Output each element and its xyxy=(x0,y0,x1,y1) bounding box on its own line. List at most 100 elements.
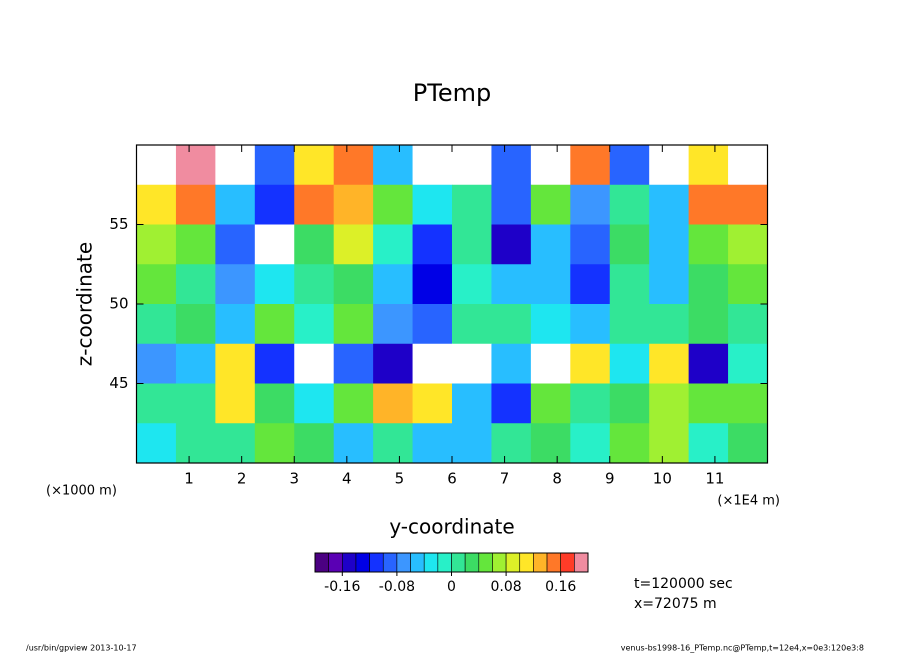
colorbar-box xyxy=(328,552,343,573)
cell xyxy=(530,224,571,265)
cell xyxy=(373,383,414,424)
colorbar-box xyxy=(369,552,384,573)
cell xyxy=(491,264,532,305)
cell xyxy=(491,423,532,464)
cell xyxy=(294,145,335,186)
annotation: t=120000 sec xyxy=(634,576,733,592)
cell xyxy=(175,224,216,265)
y-tick-label: 55 xyxy=(109,215,128,233)
cell xyxy=(215,145,256,186)
cell xyxy=(728,304,768,345)
x-tick-label: 8 xyxy=(552,470,562,488)
cell xyxy=(530,343,571,384)
cell xyxy=(728,423,768,464)
cell xyxy=(570,423,611,464)
cell xyxy=(570,383,611,424)
x-tick-label: 4 xyxy=(342,470,352,488)
colorbar-tick-label: 0 xyxy=(447,579,456,595)
chart-title: PTemp xyxy=(413,79,491,107)
cell xyxy=(452,184,492,225)
cell xyxy=(530,145,571,186)
cell xyxy=(570,224,611,265)
cell xyxy=(333,264,374,305)
colorbar-box xyxy=(314,552,329,573)
colorbar-box xyxy=(574,552,589,573)
cell xyxy=(333,145,374,186)
cell xyxy=(373,304,414,345)
cell xyxy=(254,383,295,424)
cell xyxy=(491,383,532,424)
colorbar-box xyxy=(464,552,480,573)
field xyxy=(136,145,768,464)
cell xyxy=(609,343,650,384)
cell xyxy=(688,343,729,384)
colorbar-box xyxy=(533,552,548,573)
cell xyxy=(728,264,768,305)
cell xyxy=(412,383,453,424)
cell xyxy=(530,423,571,464)
cell xyxy=(412,224,453,265)
cell xyxy=(254,184,295,225)
cell xyxy=(530,383,571,424)
cell xyxy=(452,423,492,464)
x-tick-label: 6 xyxy=(447,470,457,488)
cell xyxy=(452,383,492,424)
x-tick-label: 7 xyxy=(500,470,510,488)
cell xyxy=(215,264,256,305)
cell xyxy=(136,343,177,384)
cell xyxy=(649,264,690,305)
colorbar-box xyxy=(505,552,521,573)
cell xyxy=(254,224,295,265)
cell xyxy=(333,304,374,345)
cell xyxy=(175,145,216,186)
cell xyxy=(254,343,295,384)
colorbar-box xyxy=(355,552,370,573)
cell xyxy=(294,304,335,345)
cell xyxy=(412,184,453,225)
cell xyxy=(649,383,690,424)
cell xyxy=(136,145,177,186)
x-tick-label: 3 xyxy=(289,470,299,488)
colorbar-tick-label: 0.08 xyxy=(491,579,522,595)
cell xyxy=(136,184,177,225)
cell xyxy=(136,224,177,265)
cell xyxy=(215,343,256,384)
cell xyxy=(530,304,571,345)
cell xyxy=(136,264,177,305)
cell xyxy=(728,343,768,384)
colorbar-box xyxy=(546,552,561,573)
footer: venus-bs1998-16_PTemp.nc@PTemp,t=12e4,x=… xyxy=(621,644,864,653)
colorbar-box xyxy=(492,552,507,573)
cell xyxy=(136,304,177,345)
colorbar-tick-label: 0.16 xyxy=(545,579,576,595)
x-unit-left: (×1000 m) xyxy=(46,484,117,499)
cell xyxy=(530,264,571,305)
cell xyxy=(649,304,690,345)
colorbar-box xyxy=(382,552,398,573)
x-tick-label: 1 xyxy=(184,470,194,488)
cell xyxy=(649,343,690,384)
cell xyxy=(373,264,414,305)
cell xyxy=(333,423,374,464)
cell xyxy=(649,145,690,186)
cell xyxy=(175,423,216,464)
cell xyxy=(609,383,650,424)
cell xyxy=(491,304,532,345)
cell xyxy=(609,423,650,464)
cell xyxy=(688,383,729,424)
cell xyxy=(254,423,295,464)
x-tick-label: 11 xyxy=(705,470,724,488)
colorbar-tick-label: -0.08 xyxy=(379,579,415,595)
cell xyxy=(570,264,611,305)
cell xyxy=(373,343,414,384)
y-axis-label: z-coordinate xyxy=(73,242,97,366)
cell xyxy=(333,343,374,384)
cell xyxy=(491,343,532,384)
cell xyxy=(570,343,611,384)
cell xyxy=(728,184,768,225)
cell xyxy=(412,264,453,305)
cell xyxy=(254,304,295,345)
cell xyxy=(649,184,690,225)
cell xyxy=(215,383,256,424)
